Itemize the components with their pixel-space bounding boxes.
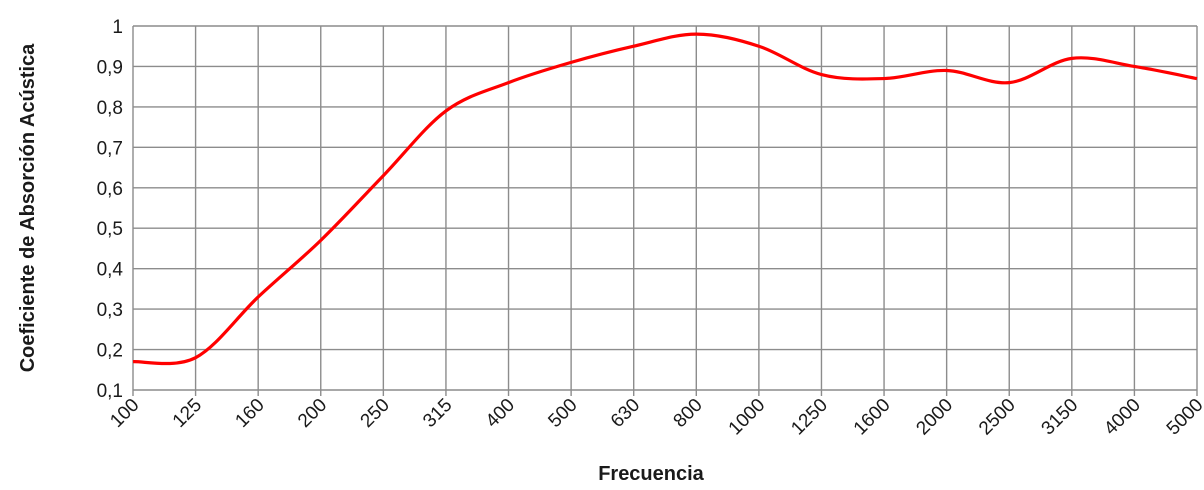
x-tick-label: 630: [607, 395, 644, 432]
x-tick-label: 125: [169, 395, 206, 432]
y-tick-label: 0,7: [97, 138, 123, 159]
y-tick-label: 0,9: [97, 57, 123, 78]
x-tick-label: 4000: [1100, 395, 1145, 440]
y-tick-labels: 0,1 0,2 0,3 0,4 0,5 0,6 0,7 0,8 0,9 1: [97, 17, 124, 402]
x-tick-label: 250: [357, 395, 394, 432]
x-tick-label: 315: [419, 395, 456, 432]
x-tick-label: 3150: [1038, 395, 1083, 440]
x-tick-label: 800: [670, 395, 707, 432]
y-axis-title: Coeficiente de Absorción Acústica: [17, 43, 39, 372]
x-tick-label: 500: [544, 395, 581, 432]
x-tick-label: 1000: [725, 395, 770, 440]
grid: [132, 25, 1198, 396]
x-tick-label: 200: [294, 395, 331, 432]
x-tick-label: 2000: [912, 395, 957, 440]
y-tick-label: 1: [112, 17, 123, 38]
x-tick-label: 5000: [1163, 395, 1204, 440]
x-tick-label: 400: [482, 395, 519, 432]
x-tick-labels: 100 125 160 200 250 315 400 500 630 800 1000 1250 16…: [106, 395, 1204, 440]
series-layer: [132, 32, 1198, 366]
y-tick-label: 0,6: [97, 179, 123, 200]
y-tick-label: 0,2: [97, 341, 123, 362]
x-tick-label: 2500: [975, 395, 1020, 440]
x-tick-label: 1250: [787, 395, 832, 440]
x-tick-label: 1600: [850, 395, 895, 440]
y-tick-label: 0,1: [97, 381, 123, 402]
y-tick-label: 0,5: [97, 219, 123, 240]
y-tick-label: 0,4: [97, 260, 124, 281]
series-line: [132, 32, 1198, 366]
x-tick-label: 160: [231, 395, 268, 432]
y-tick-label: 0,3: [97, 300, 123, 321]
y-tick-label: 0,8: [97, 98, 123, 119]
x-axis-title: Frecuencia: [598, 463, 704, 485]
